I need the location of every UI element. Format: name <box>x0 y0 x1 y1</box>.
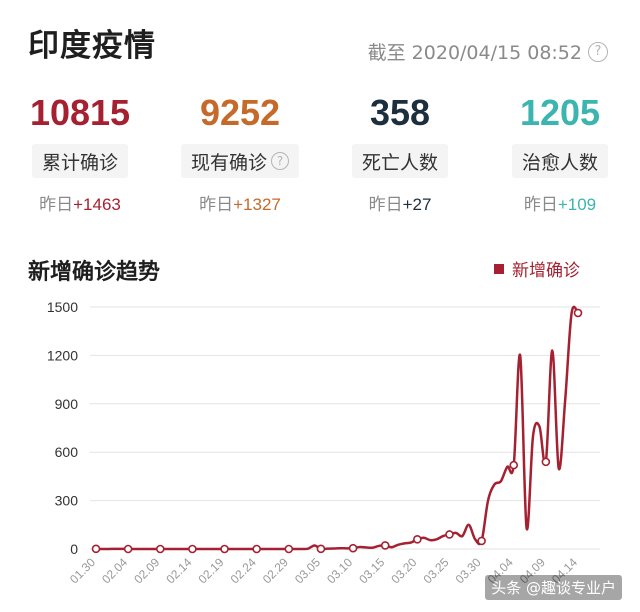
stat-label: 累计确诊 <box>31 144 128 178</box>
data-point <box>380 541 390 550</box>
x-tick-label: 03.20 <box>388 555 419 586</box>
header: 印度疫情 截至 2020/04/15 08:52 ? <box>0 0 640 80</box>
x-tick-label: 02.14 <box>163 555 194 586</box>
y-tick-label: 600 <box>55 444 79 460</box>
y-tick-label: 900 <box>55 396 79 412</box>
update-time: 截至 2020/04/15 08:52 ? <box>368 38 608 65</box>
x-tick-label: 03.30 <box>453 555 484 586</box>
x-tick-label: 02.09 <box>131 555 162 586</box>
y-tick-label: 1500 <box>47 299 78 315</box>
x-tick-label: 02.19 <box>196 555 227 586</box>
legend-swatch <box>494 263 504 274</box>
x-tick-label: 03.10 <box>324 555 355 586</box>
x-tick-label: 02.04 <box>99 555 130 586</box>
stat-delta: 昨日+27 <box>320 190 480 215</box>
stat-value: 358 <box>369 92 431 133</box>
data-point <box>284 544 294 554</box>
x-tick-label: 03.25 <box>420 555 451 586</box>
chart-title: 新增确诊趋势 <box>28 260 161 285</box>
y-tick-label: 1200 <box>47 347 78 363</box>
x-tick-label: 03.05 <box>292 555 323 586</box>
stat-delta-prefix: 昨日 <box>368 195 403 215</box>
stat-delta-value: +109 <box>557 195 597 214</box>
stat-delta: 昨日+1327 <box>160 190 320 215</box>
data-point <box>220 544 229 554</box>
data-point <box>91 544 101 554</box>
stat-deaths: 358 死亡人数 昨日+27 <box>320 88 480 215</box>
stat-label-text: 现有确诊 <box>190 151 267 174</box>
stat-delta-value: +1327 <box>233 195 281 214</box>
x-tick-label: 02.24 <box>228 555 259 586</box>
stat-label: 治愈人数 <box>511 144 608 178</box>
data-point <box>348 543 358 553</box>
stat-delta-value: +27 <box>402 195 432 214</box>
stat-label-text: 治愈人数 <box>521 151 598 174</box>
stat-label: 死亡人数 <box>351 144 448 178</box>
stat-label-text: 累计确诊 <box>41 151 118 174</box>
x-tick-label: 03.15 <box>356 555 387 586</box>
data-point <box>541 457 551 467</box>
x-tick-label: 02.29 <box>260 555 291 586</box>
data-point <box>155 544 165 554</box>
help-icon[interactable]: ? <box>271 152 289 170</box>
page-title: 印度疫情 <box>28 28 156 64</box>
stats-panel: 10815 累计确诊 昨日+1463 9252 现有确诊? 昨日+1327 35… <box>0 88 640 218</box>
data-point <box>413 535 422 544</box>
update-time-text: 截至 2020/04/15 08:52 <box>367 42 582 64</box>
stat-label: 现有确诊? <box>180 144 299 178</box>
stat-confirmed: 10815 累计确诊 昨日+1463 <box>0 88 160 215</box>
stat-delta-value: +1463 <box>73 195 121 214</box>
watermark: 头条 @趣谈专业户 <box>485 575 622 600</box>
y-tick-label: 300 <box>55 493 79 509</box>
stat-value: 1205 <box>519 92 601 133</box>
data-point <box>445 530 454 539</box>
chart-legend[interactable]: 新增确诊 <box>494 256 580 281</box>
stat-existing: 9252 现有确诊? 昨日+1327 <box>160 88 320 215</box>
help-icon[interactable]: ? <box>588 41 608 62</box>
stat-recovered: 1205 治愈人数 昨日+109 <box>480 88 640 215</box>
data-point <box>123 544 133 554</box>
stat-delta: 昨日+109 <box>480 190 640 215</box>
legend-label: 新增确诊 <box>512 261 580 281</box>
x-tick-label: 01.30 <box>67 555 98 586</box>
data-point <box>316 544 326 554</box>
data-point <box>509 460 519 470</box>
data-point <box>188 544 197 554</box>
stat-value: 10815 <box>29 92 131 133</box>
stat-delta: 昨日+1463 <box>0 190 160 215</box>
series-line <box>95 305 580 551</box>
data-point <box>477 536 486 546</box>
stat-value: 9252 <box>199 92 281 133</box>
data-point <box>252 544 261 554</box>
y-tick-label: 0 <box>70 541 78 557</box>
stat-label-text: 死亡人数 <box>361 151 438 174</box>
stat-delta-prefix: 昨日 <box>39 195 74 215</box>
stat-delta-prefix: 昨日 <box>199 195 234 215</box>
stat-delta-prefix: 昨日 <box>523 195 558 215</box>
data-point <box>573 308 583 318</box>
